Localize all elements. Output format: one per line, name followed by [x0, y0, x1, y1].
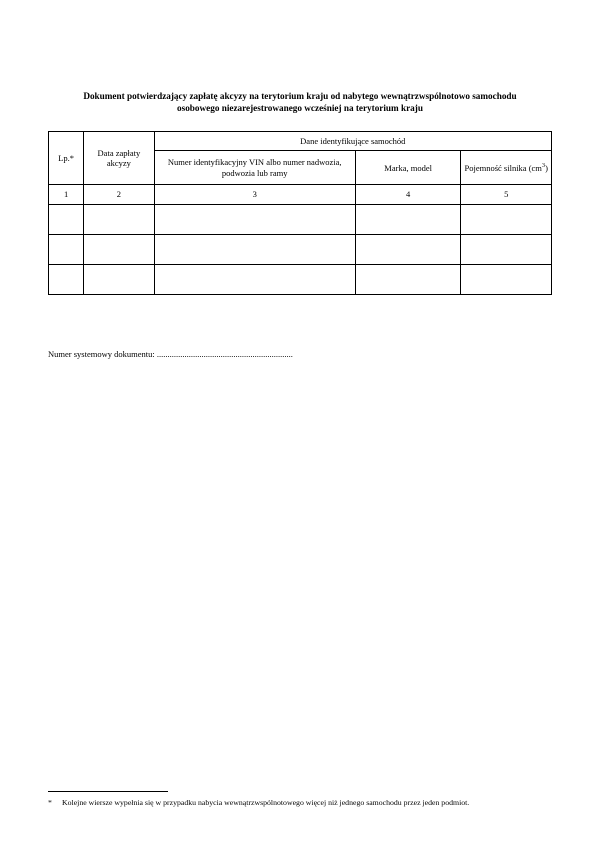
- col-header-data-zaplaty: Data zapłaty akcyzy: [84, 131, 154, 185]
- colnum-5: 5: [461, 185, 552, 205]
- table-row: [49, 205, 552, 235]
- col-header-vin: Numer identyfikacyjny VIN albo numer nad…: [154, 151, 355, 185]
- cell-vin: [154, 235, 355, 265]
- table-row: [49, 265, 552, 295]
- cell-pojemnosc: [461, 205, 552, 235]
- colnum-1: 1: [49, 185, 84, 205]
- pojemnosc-post: ): [545, 163, 548, 173]
- colnum-4: 4: [355, 185, 461, 205]
- footnote-mark: *: [48, 798, 62, 808]
- col-header-dane-samochod: Dane identyfikujące samochód: [154, 131, 551, 151]
- title-line-1: Dokument potwierdzający zapłatę akcyzy n…: [83, 91, 516, 101]
- cell-data: [84, 235, 154, 265]
- footnote-text: Kolejne wiersze wypełnia się w przypadku…: [62, 798, 552, 808]
- cell-lp: [49, 205, 84, 235]
- table-row: [49, 235, 552, 265]
- cell-marka: [355, 265, 461, 295]
- cell-lp: [49, 235, 84, 265]
- cell-data: [84, 265, 154, 295]
- system-document-number: Numer systemowy dokumentu: .............…: [48, 349, 552, 359]
- col-header-pojemnosc: Pojemność silnika (cm3): [461, 151, 552, 185]
- cell-marka: [355, 235, 461, 265]
- cell-vin: [154, 205, 355, 235]
- cell-vin: [154, 265, 355, 295]
- cell-marka: [355, 205, 461, 235]
- col-header-lp: Lp.*: [49, 131, 84, 185]
- footnote-separator: [48, 791, 168, 792]
- cell-pojemnosc: [461, 235, 552, 265]
- cell-data: [84, 205, 154, 235]
- document-page: Dokument potwierdzający zapłatę akcyzy n…: [0, 0, 600, 848]
- cell-pojemnosc: [461, 265, 552, 295]
- table-column-number-row: 1 2 3 4 5: [49, 185, 552, 205]
- table-header-row-1: Lp.* Data zapłaty akcyzy Dane identyfiku…: [49, 131, 552, 151]
- colnum-2: 2: [84, 185, 154, 205]
- title-line-2: osobowego niezarejestrowanego wcześniej …: [177, 103, 423, 113]
- colnum-3: 3: [154, 185, 355, 205]
- pojemnosc-pre: Pojemność silnika (cm: [464, 163, 541, 173]
- document-title: Dokument potwierdzający zapłatę akcyzy n…: [48, 90, 552, 115]
- col-header-marka: Marka, model: [355, 151, 461, 185]
- footnote: *Kolejne wiersze wypełnia się w przypadk…: [48, 798, 552, 808]
- cell-lp: [49, 265, 84, 295]
- vehicle-table: Lp.* Data zapłaty akcyzy Dane identyfiku…: [48, 131, 552, 295]
